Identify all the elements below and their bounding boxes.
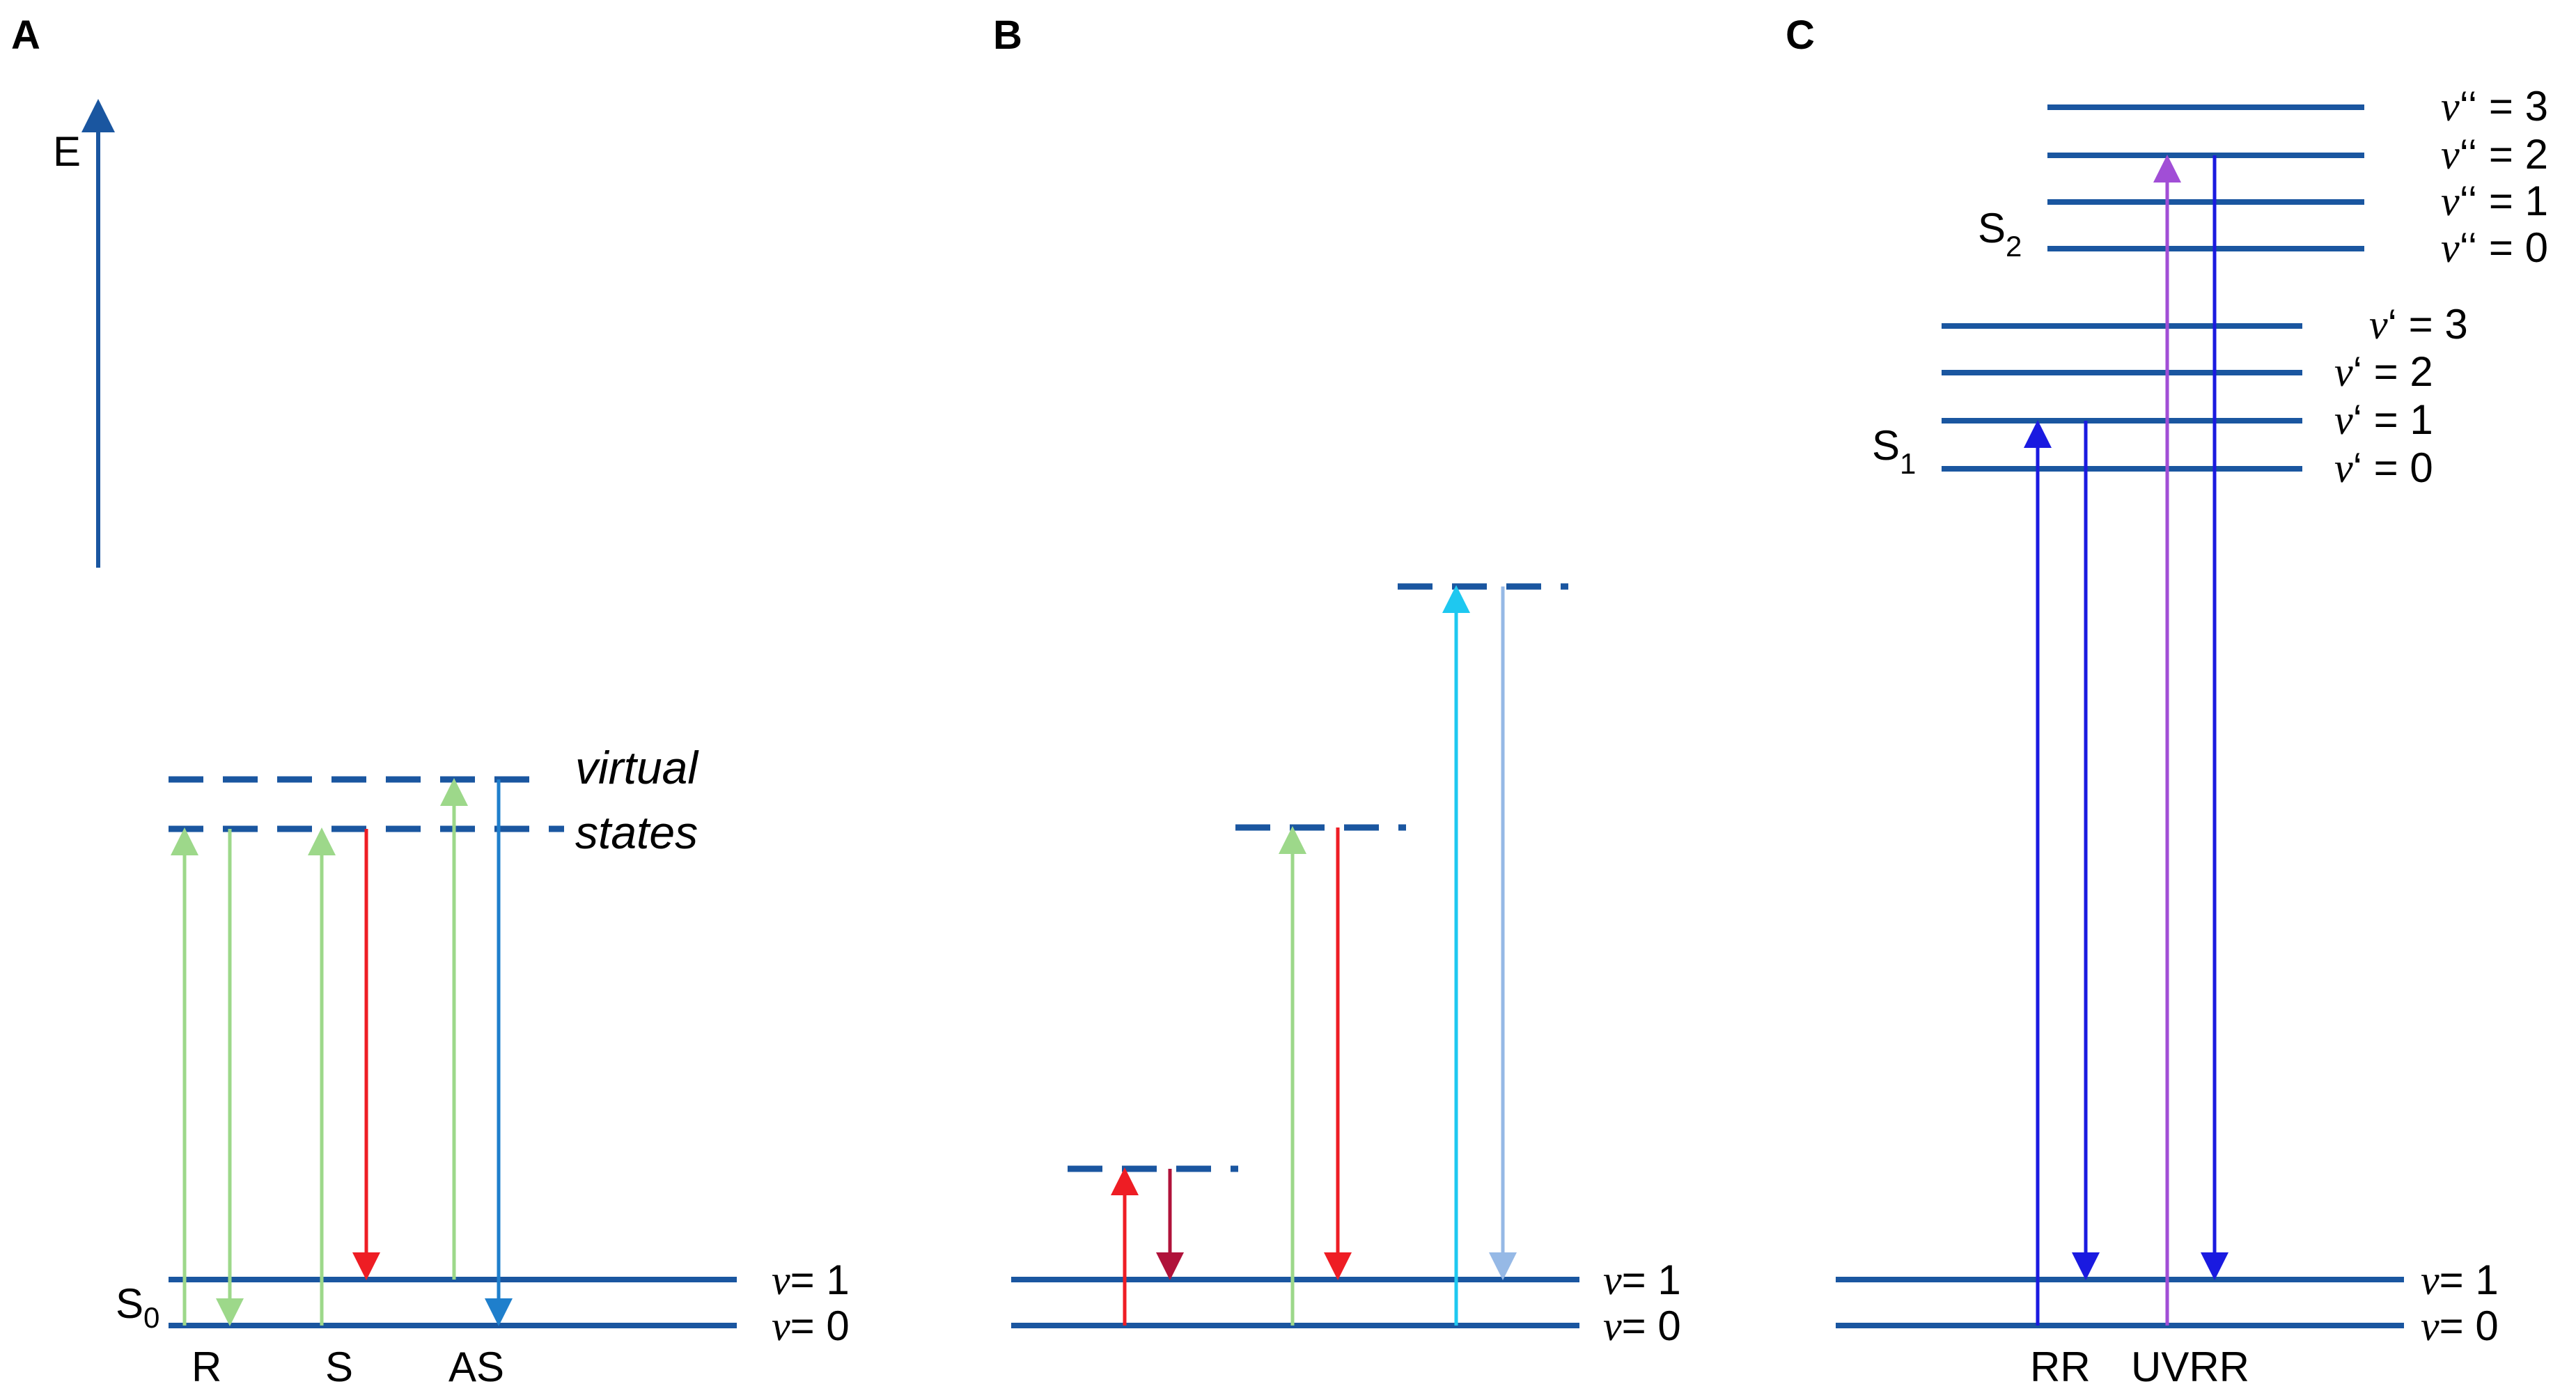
level-value: ‘‘ = 1 — [2460, 178, 2548, 224]
s1-level-label-0: ν‘ = 0 — [2334, 444, 2433, 491]
level-label-v0-c: ν= 0 — [2421, 1303, 2499, 1349]
nu-symbol: ν — [2441, 132, 2460, 178]
level-label-v0-a: ν= 0 — [772, 1303, 850, 1349]
nu-symbol: ν — [2334, 349, 2353, 395]
s1-level-label-2: ν‘ = 2 — [2334, 348, 2433, 395]
level-value: ‘‘ = 3 — [2460, 83, 2548, 130]
nu-symbol: ν — [2369, 302, 2388, 348]
level-value: ‘ = 2 — [2353, 348, 2433, 395]
mode-label-stokes: S — [325, 1344, 353, 1390]
nu-symbol: ν — [2334, 397, 2353, 443]
s1-main: S — [1872, 422, 1900, 469]
nu-symbol: ν — [772, 1257, 790, 1303]
s2-level-label-3: ν‘‘ = 3 — [2441, 83, 2548, 130]
level-value: ‘ = 0 — [2353, 444, 2433, 491]
mode-label-rayleigh: R — [192, 1344, 221, 1390]
level-label-v0-b: ν= 0 — [1603, 1303, 1681, 1349]
level-value: ‘ = 1 — [2353, 396, 2433, 443]
s1-level-label-3: ν‘ = 3 — [2369, 301, 2468, 348]
level-label-v1-a: ν= 1 — [772, 1257, 850, 1303]
nu-symbol: ν — [2421, 1303, 2440, 1349]
level-value: = 0 — [2440, 1303, 2499, 1349]
virtual-states-label-line2: states — [575, 807, 698, 858]
panel-label-b: B — [993, 13, 1022, 58]
mode-label-rr: RR — [2030, 1344, 2091, 1390]
level-label-v1-b: ν= 1 — [1603, 1257, 1681, 1303]
panel-label-a: A — [11, 13, 40, 58]
s2-level-label-2: ν‘‘ = 2 — [2441, 131, 2548, 178]
level-value: = 1 — [2440, 1257, 2499, 1303]
level-value: = 0 — [790, 1303, 850, 1349]
ground-state-main: S — [116, 1280, 143, 1327]
level-value: = 1 — [1622, 1257, 1681, 1303]
mode-label-uvrr: UVRR — [2131, 1344, 2249, 1390]
panel-label-c: C — [1786, 13, 1815, 58]
level-value: = 1 — [790, 1257, 850, 1303]
level-value: ‘‘ = 2 — [2460, 131, 2548, 178]
s1-label: S1 — [1872, 422, 1916, 480]
level-value: ‘‘ = 0 — [2460, 224, 2548, 271]
s2-label: S2 — [1978, 205, 2022, 263]
ground-state-label: S0 — [116, 1280, 159, 1334]
mode-label-anti-stokes: AS — [448, 1344, 504, 1390]
s1-level-label-1: ν‘ = 1 — [2334, 396, 2433, 443]
panel-a: virtual states S0 R S AS ν= 1 ν= 0 — [116, 742, 850, 1390]
level-value: ‘ = 3 — [2388, 301, 2468, 348]
nu-symbol: ν — [2441, 84, 2460, 130]
nu-symbol: ν — [1603, 1303, 1622, 1349]
energy-axis-label: E — [53, 128, 81, 175]
ground-state-sub: 0 — [143, 1301, 159, 1334]
panel-b: ν= 1 ν= 0 — [1011, 583, 1681, 1349]
virtual-states-label-line1: virtual — [575, 742, 699, 793]
nu-symbol: ν — [772, 1303, 790, 1349]
nu-symbol: ν — [2441, 225, 2460, 271]
energy-axis: E — [53, 99, 115, 568]
nu-symbol: ν — [2421, 1257, 2440, 1303]
s2-sub: 2 — [2006, 230, 2022, 263]
nu-symbol: ν — [2441, 178, 2460, 224]
s2-level-label-0: ν‘‘ = 0 — [2441, 224, 2548, 271]
level-value: = 0 — [1622, 1303, 1681, 1349]
s2-level-label-1: ν‘‘ = 1 — [2441, 178, 2548, 224]
nu-symbol: ν — [2334, 445, 2353, 491]
s2-main: S — [1978, 205, 2006, 251]
level-label-v1-c: ν= 1 — [2421, 1257, 2499, 1303]
nu-symbol: ν — [1603, 1257, 1622, 1303]
s1-sub: 1 — [1900, 447, 1916, 480]
panel-c: S1 S2 ν‘ = 3 ν‘ = 2 ν‘ = 1 ν‘ = 0 ν‘‘ = … — [1836, 83, 2548, 1390]
